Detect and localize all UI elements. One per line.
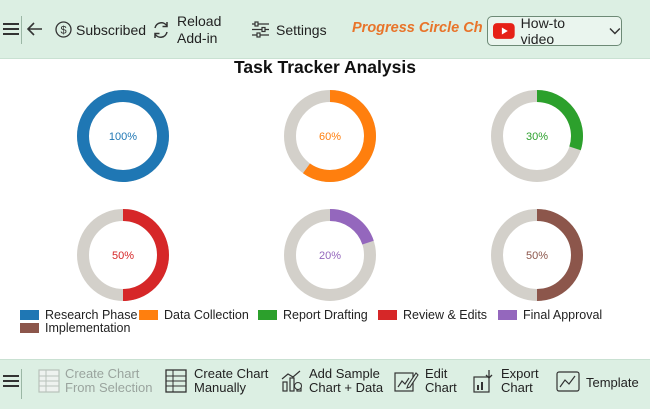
donut-report-drafting: 30% xyxy=(491,90,583,182)
create-from-selection-label: Create Chart From Selection xyxy=(65,366,153,395)
hamburger-menu-icon[interactable] xyxy=(3,22,19,36)
donut-research-phase: 100% xyxy=(77,90,169,182)
add-sample-label: Add Sample Chart + Data xyxy=(309,366,384,395)
legend-label: Implementation xyxy=(45,321,131,335)
donut-progress-arc xyxy=(302,90,376,182)
template-button[interactable]: Template xyxy=(556,369,639,393)
back-arrow-icon[interactable] xyxy=(27,22,43,36)
donut-review-edits: 50% xyxy=(77,209,169,301)
donut-data-collection: 60% xyxy=(284,90,376,182)
reload-addin-button[interactable]: Reload Add-in xyxy=(151,13,221,47)
subscribed-label: Subscribed xyxy=(76,21,147,38)
donut-value-label: 20% xyxy=(319,250,341,262)
legend-label: Report Drafting xyxy=(283,308,368,322)
donut-progress-arc xyxy=(77,90,169,182)
export-chart-label: Export Chart xyxy=(501,366,539,395)
add-sample-chart-button[interactable]: Add Sample Chart + Data xyxy=(280,367,383,395)
edit-chart-button[interactable]: Edit Chart xyxy=(394,367,457,395)
bottom-toolbar: Create Chart From Selection Create Chart… xyxy=(0,359,650,409)
donut-charts: 100% 60% 30% 50% 20% 50% xyxy=(77,90,583,301)
template-label: Template xyxy=(586,374,639,390)
legend-item: Final Approval xyxy=(498,308,602,322)
bottom-divider xyxy=(21,369,22,399)
sliders-icon xyxy=(252,21,269,38)
legend-swatch xyxy=(378,310,397,320)
youtube-icon xyxy=(493,23,515,39)
legend-item: Data Collection xyxy=(139,308,249,322)
export-chart-button[interactable]: Export Chart xyxy=(473,367,539,395)
legend-item: Review & Edits xyxy=(378,308,487,322)
reload-label: Reload Add-in xyxy=(177,13,222,46)
donut-value-label: 100% xyxy=(109,131,137,143)
legend-swatch xyxy=(258,310,277,320)
legend-label: Data Collection xyxy=(164,308,249,322)
dollar-circle-icon: $ xyxy=(55,21,72,38)
edit-chart-label: Edit Chart xyxy=(425,366,457,395)
legend-swatch xyxy=(498,310,517,320)
donut-final-approval: 20% xyxy=(284,209,376,301)
chevron-down-icon xyxy=(609,28,621,35)
manual-table-icon xyxy=(165,369,187,393)
donut-implementation: 50% xyxy=(491,209,583,301)
donut-value-label: 30% xyxy=(526,131,548,143)
toolbar-divider xyxy=(21,16,22,44)
reload-icon xyxy=(154,22,168,38)
chart-title: Task Tracker Analysis xyxy=(234,57,416,77)
legend-item: Report Drafting xyxy=(258,308,368,322)
legend-item: Research Phase xyxy=(20,308,137,322)
create-manually-label: Create Chart Manually xyxy=(194,366,269,395)
top-toolbar: $ Subscribed Reload Add-in Settings Prog… xyxy=(0,0,650,59)
create-chart-from-selection-button[interactable]: Create Chart From Selection xyxy=(38,367,152,395)
legend-swatch xyxy=(139,310,158,320)
table-grid-icon xyxy=(38,369,60,393)
donut-progress-arc xyxy=(329,209,374,245)
howto-video-dropdown[interactable]: How-to video xyxy=(487,15,622,47)
svg-text:$: $ xyxy=(60,25,66,37)
settings-button[interactable]: Settings xyxy=(251,21,327,38)
template-icon xyxy=(556,371,580,392)
chart-area: Task Tracker Analysis 100% 60% 30% 50% 20% 50… xyxy=(0,57,650,357)
legend-item: Implementation xyxy=(20,321,130,335)
settings-label: Settings xyxy=(276,21,327,38)
legend-swatch xyxy=(20,323,39,333)
legend-label: Final Approval xyxy=(523,308,603,322)
edit-chart-icon xyxy=(394,372,419,392)
legend-swatch xyxy=(20,310,39,320)
howto-label: How-to video xyxy=(520,15,566,47)
legend-label: Research Phase xyxy=(45,308,138,322)
export-icon xyxy=(473,370,493,393)
donut-value-label: 50% xyxy=(112,250,134,262)
donut-progress-arc xyxy=(536,90,583,151)
subscribed-button[interactable]: $ Subscribed xyxy=(55,21,146,38)
donut-value-label: 60% xyxy=(319,131,341,143)
donut-progress-arc xyxy=(536,209,583,301)
create-chart-manually-button[interactable]: Create Chart Manually xyxy=(165,367,268,395)
legend-label: Review & Edits xyxy=(403,308,488,322)
addin-title: Progress Circle Ch... xyxy=(352,20,482,36)
donut-progress-arc xyxy=(122,209,169,301)
bottom-hamburger-icon[interactable] xyxy=(3,374,19,388)
donut-value-label: 50% xyxy=(526,250,548,262)
sample-chart-icon xyxy=(281,370,302,392)
